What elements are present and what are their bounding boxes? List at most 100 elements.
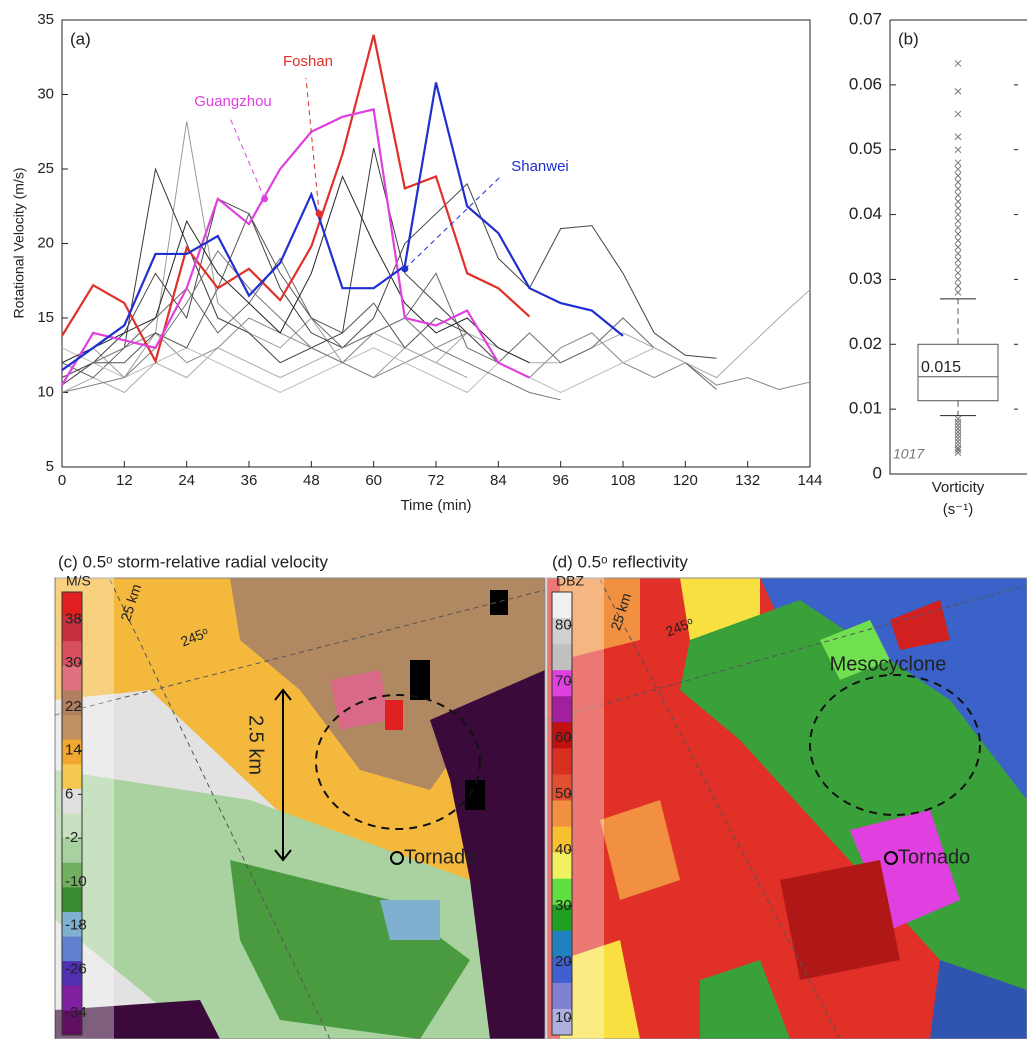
y-tick-label: 25 [37, 160, 54, 177]
x-tick-label: 48 [303, 472, 320, 489]
outlier [955, 257, 961, 263]
outlier [955, 238, 961, 244]
y-tick-label: 5 [46, 458, 54, 475]
outlier [955, 218, 961, 224]
colorbar-tick-label: 60 [555, 729, 572, 746]
y-tick-label: 15 [37, 309, 54, 326]
outlier [955, 439, 961, 445]
series-label: Guangzhou [194, 93, 272, 110]
outlier [955, 60, 961, 66]
outlier [955, 166, 961, 172]
y-tick-label: 35 [37, 11, 54, 28]
colorbar-tick-label: -26 [65, 960, 87, 977]
tornado-label: Tornado [898, 846, 970, 868]
outlier [955, 231, 961, 237]
outlier [955, 212, 961, 218]
panel-title: (c) 0.5ᵒ storm-relative radial velocity [58, 552, 328, 571]
panel-label: (a) [70, 29, 91, 48]
x-tick-label: 24 [178, 472, 195, 489]
colorbar-segment [552, 983, 572, 1010]
y-tick-label: 0.04 [849, 204, 882, 223]
outlier [955, 429, 961, 435]
outlier [955, 435, 961, 441]
radar-image [55, 578, 545, 1039]
x-tick-label: 96 [552, 472, 569, 489]
colorbar-tick-label: 30 [65, 654, 82, 671]
y-tick-label: 0.02 [849, 334, 882, 353]
y-tick-label: 0.01 [849, 399, 882, 418]
outlier [955, 442, 961, 448]
colorbar-tick-label: 6 [65, 785, 73, 802]
colorbar-segment [552, 748, 572, 775]
outlier [955, 88, 961, 94]
outlier [955, 250, 961, 256]
outlier [955, 199, 961, 205]
colorbar-segment [62, 937, 82, 962]
colorbar-unit: M/S [66, 573, 91, 589]
category-label: Vorticity [932, 479, 985, 496]
colorbar-segment [62, 715, 82, 740]
x-tick-label: 108 [610, 472, 635, 489]
panel-title: (d) 0.5ᵒ reflectivity [552, 552, 688, 571]
annotation-arrow [230, 118, 265, 199]
y-axis-label: Rotational Velocity (m/s) [11, 168, 27, 319]
colorbar-segment [552, 592, 572, 619]
count-annotation: 1017 [893, 446, 925, 462]
y-tick-label: 0.03 [849, 269, 882, 288]
scale-label: 2.5 km [245, 715, 267, 775]
x-tick-label: 120 [673, 472, 698, 489]
colorbar-tick-label: 38 [65, 610, 82, 627]
x-tick-label: 12 [116, 472, 133, 489]
colorbar-tick-label: 20 [555, 953, 572, 970]
colorbar-tick-label: 10 [555, 1009, 572, 1026]
outlier [955, 173, 961, 179]
colorbar-segment [62, 887, 82, 912]
colorbar-unit: DBZ [556, 573, 584, 589]
outlier [955, 416, 961, 422]
outlier [955, 179, 961, 185]
y-tick-label: 10 [37, 383, 54, 400]
outlier [955, 205, 961, 211]
outlier [955, 134, 961, 140]
y-tick-label: 0.06 [849, 74, 882, 93]
outlier [955, 419, 961, 425]
y-tick-label: 20 [37, 234, 54, 251]
colorbar-tick-label: 14 [65, 742, 82, 759]
outlier [955, 432, 961, 438]
x-tick-label: 0 [58, 472, 66, 489]
colorbar-segment [552, 696, 572, 723]
y-tick-label: 30 [37, 85, 54, 102]
median-label: 0.015 [921, 359, 961, 376]
colorbar-segment [552, 644, 572, 671]
outlier [955, 186, 961, 192]
colorbar-tick-label: 30 [555, 897, 572, 914]
outlier [955, 225, 961, 231]
x-tick-label: 60 [365, 472, 382, 489]
figure: (a) Time (min) Rotational Velocity (m/s)… [0, 0, 1027, 1039]
colorbar-tick-label: -18 [65, 917, 87, 934]
outlier [955, 263, 961, 269]
outlier [955, 289, 961, 295]
colorbar-tick-label: -34 [65, 1004, 87, 1021]
outlier [955, 283, 961, 289]
outlier [955, 244, 961, 250]
colorbar-segment [552, 800, 572, 827]
colorbar-tick-label: -2 [65, 829, 78, 846]
outlier [955, 111, 961, 117]
outlier [955, 270, 961, 276]
colorbar-tick-label: 70 [555, 673, 572, 690]
outlier [955, 276, 961, 282]
series-label: Shanwei [511, 158, 569, 175]
outlier [955, 422, 961, 428]
colorbar-tick-label: 22 [65, 698, 82, 715]
x-tick-label: 72 [428, 472, 445, 489]
y-tick-label: 0.05 [849, 139, 882, 158]
outlier [955, 160, 961, 166]
panel-label: (b) [898, 29, 919, 48]
series-line [62, 176, 530, 362]
radar-image [547, 578, 1027, 1039]
colorbar-tick-label: 80 [555, 617, 572, 634]
outlier [955, 147, 961, 153]
series-line [62, 214, 530, 378]
x-tick-label: 84 [490, 472, 507, 489]
